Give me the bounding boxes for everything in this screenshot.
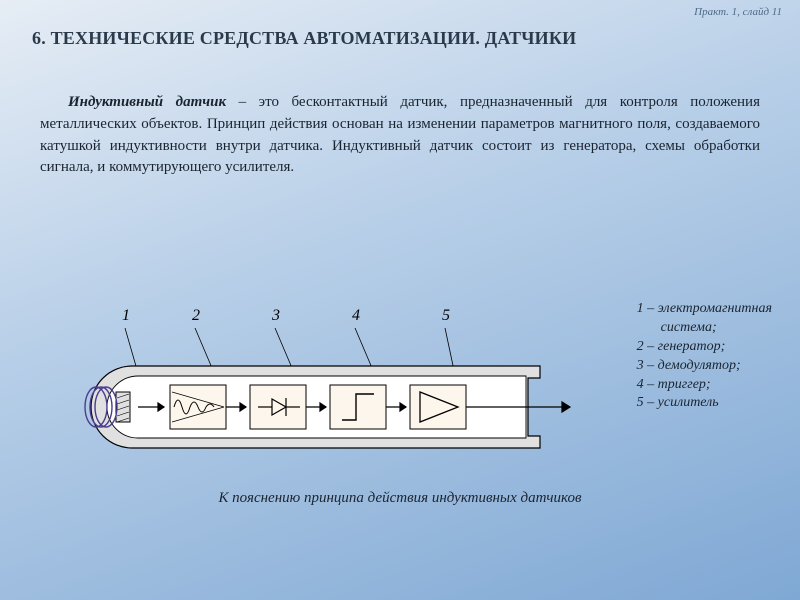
label-4: 4 <box>352 307 360 324</box>
label-1: 1 <box>122 307 130 324</box>
block-amplifier <box>410 385 466 429</box>
legend-line: 5 – усилитель <box>637 394 772 413</box>
sensing-face <box>116 392 130 422</box>
label-2: 2 <box>192 307 200 324</box>
lead-term: Индуктивный датчик <box>68 94 226 110</box>
label-3: 3 <box>271 307 280 324</box>
diagram-svg: 1 2 3 4 5 <box>60 270 620 490</box>
block-trigger <box>330 385 386 429</box>
slide-title: 6. ТЕХНИЧЕСКИЕ СРЕДСТВА АВТОМАТИЗАЦИИ. Д… <box>32 28 576 49</box>
legend-line: система; <box>637 319 772 338</box>
legend-line: 1 – электромагнитная <box>637 300 772 319</box>
legend-line: 4 – триггер; <box>637 376 772 395</box>
block-generator <box>170 385 226 429</box>
body-paragraph: Индуктивный датчик – это бесконтактный д… <box>40 92 760 179</box>
slide-number-note: Практ. 1, слайд 11 <box>694 6 782 18</box>
label-5: 5 <box>442 307 450 324</box>
block-demodulator <box>250 385 306 429</box>
legend-line: 2 – генератор; <box>637 338 772 357</box>
diagram-legend: 1 – электромагнитная система; 2 – генера… <box>637 300 772 413</box>
diagram-caption: К пояснению принципа действия индуктивны… <box>0 490 800 507</box>
legend-line: 3 – демодулятор; <box>637 357 772 376</box>
